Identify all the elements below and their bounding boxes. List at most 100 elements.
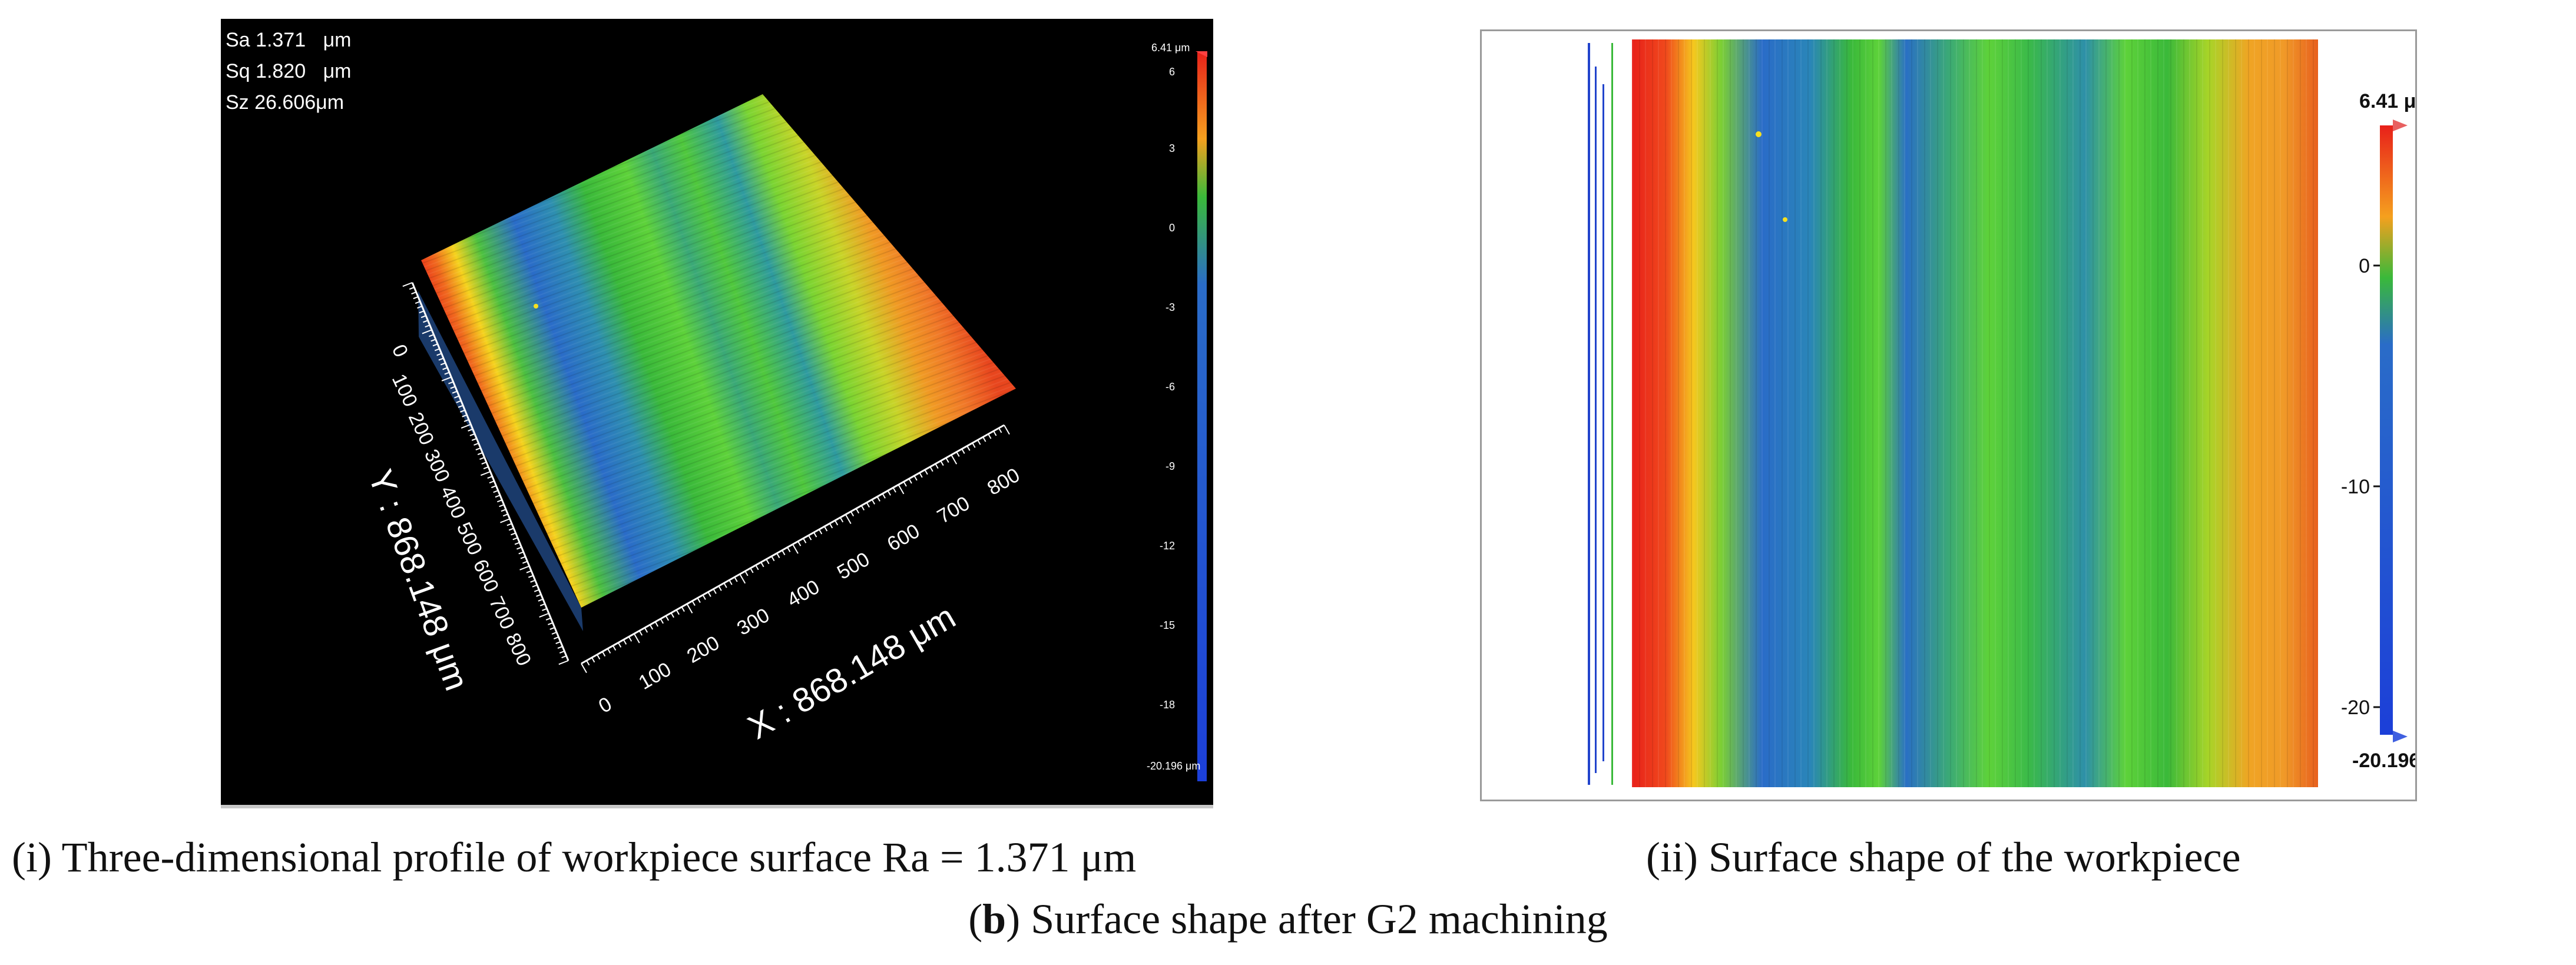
y-axis-minor-tick: [514, 542, 520, 545]
y-axis-minor-tick: [553, 636, 559, 639]
x-axis-minor-tick: [813, 532, 817, 538]
roughness-stats: Sa 1.371 μm Sq 1.820 μm Sz 26.606μm: [221, 19, 414, 118]
x-axis-minor-tick: [744, 571, 749, 576]
x-axis-minor-tick: [929, 466, 933, 472]
y-tick-label: 0: [388, 341, 412, 360]
surface-2d-render: 6.41 μm -20.196 μm 0 -10 -20: [1588, 39, 2415, 787]
y-axis-minor-tick: [481, 462, 487, 465]
y-axis-minor-tick: [532, 584, 538, 588]
x-axis-minor-tick: [808, 535, 812, 540]
x-axis-minor-tick: [1004, 425, 1010, 435]
y-axis-minor-tick: [545, 617, 551, 621]
x-axis-minor-tick: [644, 627, 648, 633]
x-tick-label: 500: [833, 548, 873, 584]
y-axis-minor-tick: [415, 301, 420, 304]
y-axis-minor-tick: [431, 339, 436, 342]
x-tick-label: 0: [595, 693, 615, 718]
y-axis-minor-tick: [469, 433, 475, 436]
x-axis-minor-tick: [787, 547, 791, 552]
y-axis-minor-tick: [483, 466, 489, 470]
x-axis-minor-tick: [966, 445, 971, 451]
x-axis-minor-tick: [855, 508, 860, 514]
x-axis-minor-tick: [988, 433, 992, 439]
x-tick-label: 200: [683, 632, 723, 668]
y-axis-minor-tick: [474, 442, 479, 446]
edge-speckle-green: [1611, 43, 1613, 785]
x-axis-minor-tick: [792, 544, 799, 554]
y-axis-minor-tick: [456, 400, 462, 403]
x-axis-minor-tick: [707, 592, 711, 597]
y-axis-minor-tick: [479, 456, 485, 460]
y-axis-minor-tick: [475, 447, 481, 450]
x-axis-minor-tick: [718, 585, 722, 591]
x-axis-minor-tick: [628, 636, 633, 642]
colorbar-max-label: 6.41 μm: [1151, 42, 1190, 54]
colorbar-min-label: -20.196 μm: [2352, 750, 2415, 772]
x-axis-minor-tick: [956, 452, 960, 457]
x-axis-minor-tick: [961, 449, 965, 454]
x-tick-label: 800: [984, 464, 1024, 500]
y-axis-minor-tick: [468, 428, 474, 432]
y-axis-minor-tick: [530, 579, 536, 583]
y-axis-minor-tick: [462, 414, 468, 417]
x-axis-minor-tick: [633, 633, 640, 644]
x-axis-minor-tick: [829, 523, 833, 529]
x-tick-label: 300: [733, 604, 773, 640]
y-axis-minor-tick: [502, 513, 508, 517]
colorbar-max-marker: [1196, 51, 1207, 57]
surface-speck: [534, 304, 538, 309]
colorbar-tick: -12: [1160, 540, 1175, 552]
x-axis-minor-tick: [617, 642, 622, 648]
x-axis-minor-tick: [686, 603, 693, 614]
y-tick-label: 700: [485, 593, 519, 632]
colorbar-min-marker: [2393, 731, 2408, 742]
colorbar-max-label: 6.41 μm: [2359, 90, 2415, 112]
caption-right: (ii) Surface shape of the workpiece: [1646, 834, 2241, 881]
x-axis-minor-tick: [660, 618, 664, 624]
x-axis-minor-tick: [819, 529, 823, 535]
x-axis-minor-tick: [898, 484, 905, 495]
colorbar-tick: -9: [1166, 460, 1175, 472]
y-axis-minor-tick: [450, 386, 456, 389]
x-axis-minor-tick: [586, 660, 590, 666]
y-axis-minor-tick: [422, 329, 432, 334]
x-axis-minor-tick: [729, 579, 733, 585]
x-axis-minor-tick: [665, 615, 669, 621]
x-axis-label: X : 868.148 μm: [741, 598, 962, 747]
y-axis-minor-tick: [561, 655, 567, 659]
y-axis-minor-tick: [558, 660, 569, 665]
colorbar-right: [2380, 125, 2393, 735]
x-axis-minor-tick: [713, 588, 717, 594]
y-tick-label: 300: [420, 446, 454, 485]
colorbar-tick: 0: [2359, 255, 2370, 277]
x-axis-minor-tick: [670, 612, 674, 618]
y-axis-minor-tick: [458, 404, 463, 408]
x-axis-minor-tick: [607, 648, 611, 654]
y-axis-minor-tick: [434, 348, 440, 351]
y-axis-minor-tick: [489, 480, 495, 484]
y-axis-minor-tick: [441, 376, 452, 382]
x-axis-minor-tick: [649, 624, 654, 630]
y-axis-minor-tick: [493, 490, 499, 493]
y-axis-minor-tick: [499, 504, 505, 508]
surface-streaks: [421, 94, 1016, 608]
x-axis-minor-tick: [723, 582, 727, 588]
caption-left: (i) Three-dimensional profile of workpie…: [12, 834, 1137, 881]
x-axis-minor-tick: [623, 639, 627, 645]
y-tick-label: 800: [501, 629, 535, 669]
y-axis-minor-tick: [536, 593, 541, 597]
stat-sz: Sz 26.606μm: [226, 91, 345, 114]
y-axis-minor-tick: [419, 310, 425, 314]
colorbar-tick: 0: [1169, 222, 1175, 234]
x-axis-minor-tick: [876, 496, 880, 502]
x-axis-minor-tick: [940, 460, 944, 466]
x-axis-minor-tick: [982, 436, 986, 442]
x-axis-minor-tick: [697, 598, 701, 603]
x-axis-minor-tick: [591, 657, 595, 663]
x-tick-label: 700: [933, 492, 974, 528]
y-axis-minor-tick: [557, 645, 563, 649]
y-axis-minor-tick: [526, 570, 532, 573]
x-axis-minor-tick: [845, 514, 852, 525]
x-axis-minor-tick: [887, 490, 891, 496]
stat-sq: Sq 1.820 μm: [226, 60, 352, 82]
